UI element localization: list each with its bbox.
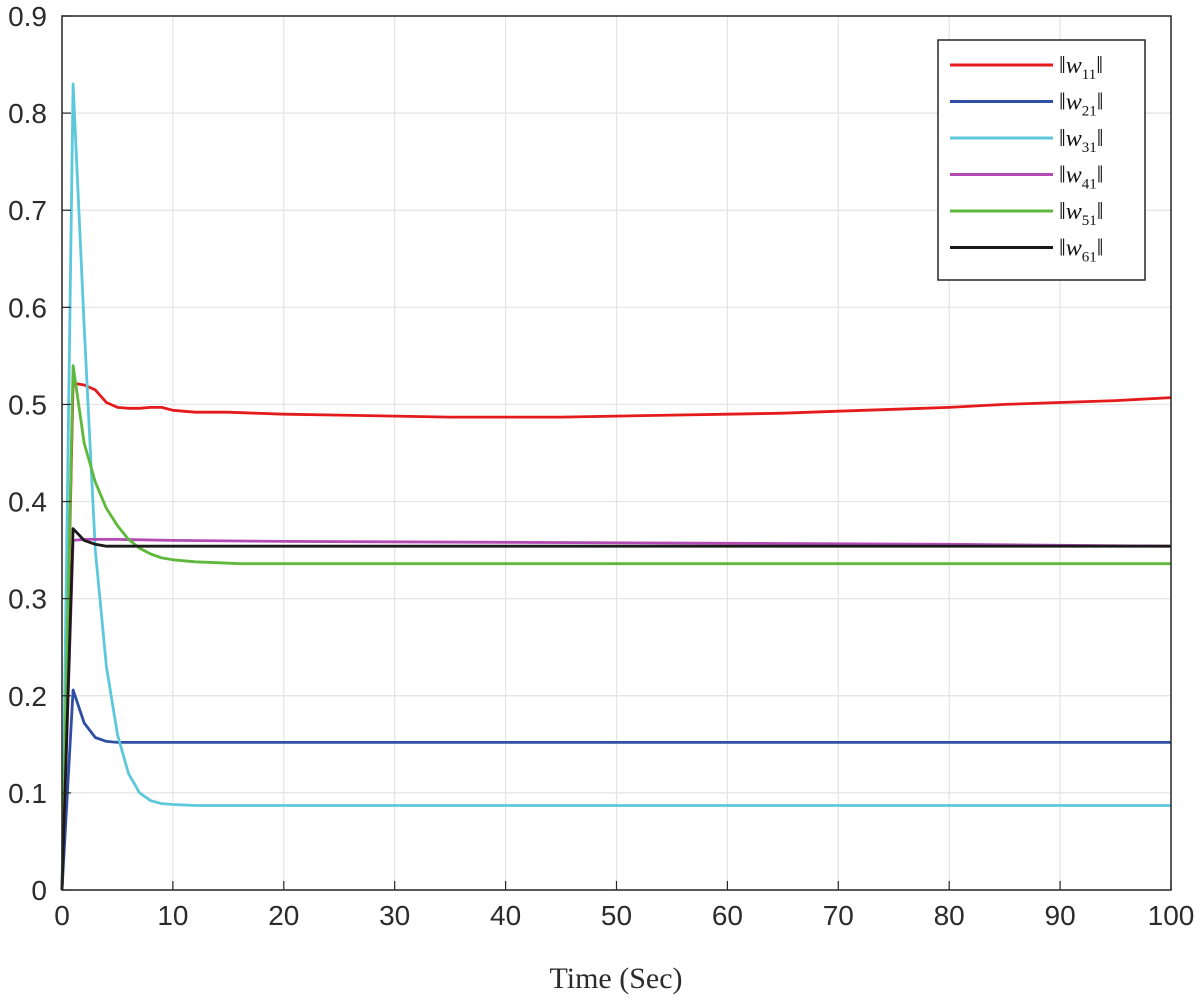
- legend-label: ‖w41‖: [1059, 163, 1104, 193]
- x-tick-label: 50: [601, 900, 632, 931]
- x-tick-label: 40: [490, 900, 521, 931]
- legend-label: ‖w11‖: [1059, 53, 1103, 83]
- x-tick-label: 60: [712, 900, 743, 931]
- x-tick-label: 80: [934, 900, 965, 931]
- series-line-41: [60, 538, 1172, 891]
- x-tick-label: 70: [823, 900, 854, 931]
- legend-item: ‖w21‖: [950, 90, 1104, 120]
- x-axis-title: Time (Sec): [549, 962, 682, 995]
- y-tick-label: 0: [31, 875, 47, 906]
- y-tick-label: 0.8: [8, 98, 47, 129]
- series-line-61: [60, 527, 1171, 891]
- y-tick-label: 0.2: [8, 681, 47, 712]
- y-tick-label: 0.9: [8, 1, 47, 32]
- legend-label: ‖w31‖: [1059, 126, 1104, 156]
- legend-item: ‖w11‖: [950, 53, 1103, 83]
- x-tick-label: 30: [379, 900, 410, 931]
- y-tick-label: 0.6: [8, 292, 47, 323]
- series-layer: [60, 82, 1172, 891]
- legend: ‖w11‖ ‖w21‖ ‖w31‖ ‖w41‖ ‖w51‖ ‖w61‖: [937, 39, 1146, 281]
- x-tick-label: 20: [268, 900, 299, 931]
- series-line-11: [60, 381, 1172, 891]
- x-tick-label: 0: [54, 900, 70, 931]
- x-tick-label: 100: [1148, 900, 1195, 931]
- x-tick-label: 90: [1045, 900, 1076, 931]
- x-tick-label: 10: [157, 900, 188, 931]
- y-tick-label: 0.3: [8, 584, 47, 615]
- series-line-31: [60, 82, 1171, 891]
- legend-label: ‖w21‖: [1059, 90, 1104, 120]
- series-line-21: [60, 688, 1171, 891]
- legend-label: ‖w51‖: [1059, 199, 1104, 229]
- legend-label: ‖w61‖: [1059, 236, 1104, 266]
- legend-item: ‖w61‖: [950, 236, 1104, 266]
- legend-item: ‖w41‖: [950, 163, 1104, 193]
- x-axis: 0 10 20 30 40 50 60 70 80 90 100: [54, 881, 1194, 931]
- series-line-51: [60, 364, 1171, 891]
- y-tick-label: 0.5: [8, 389, 47, 420]
- legend-item: ‖w51‖: [950, 199, 1104, 229]
- y-tick-label: 0.4: [8, 487, 47, 518]
- y-tick-label: 0.1: [8, 778, 47, 809]
- y-axis: 0 0.1 0.2 0.3 0.4 0.5 0.6 0.7 0.8 0.9: [8, 1, 71, 906]
- legend-box: [937, 39, 1146, 281]
- legend-item: ‖w31‖: [950, 126, 1104, 156]
- y-tick-label: 0.7: [8, 195, 47, 226]
